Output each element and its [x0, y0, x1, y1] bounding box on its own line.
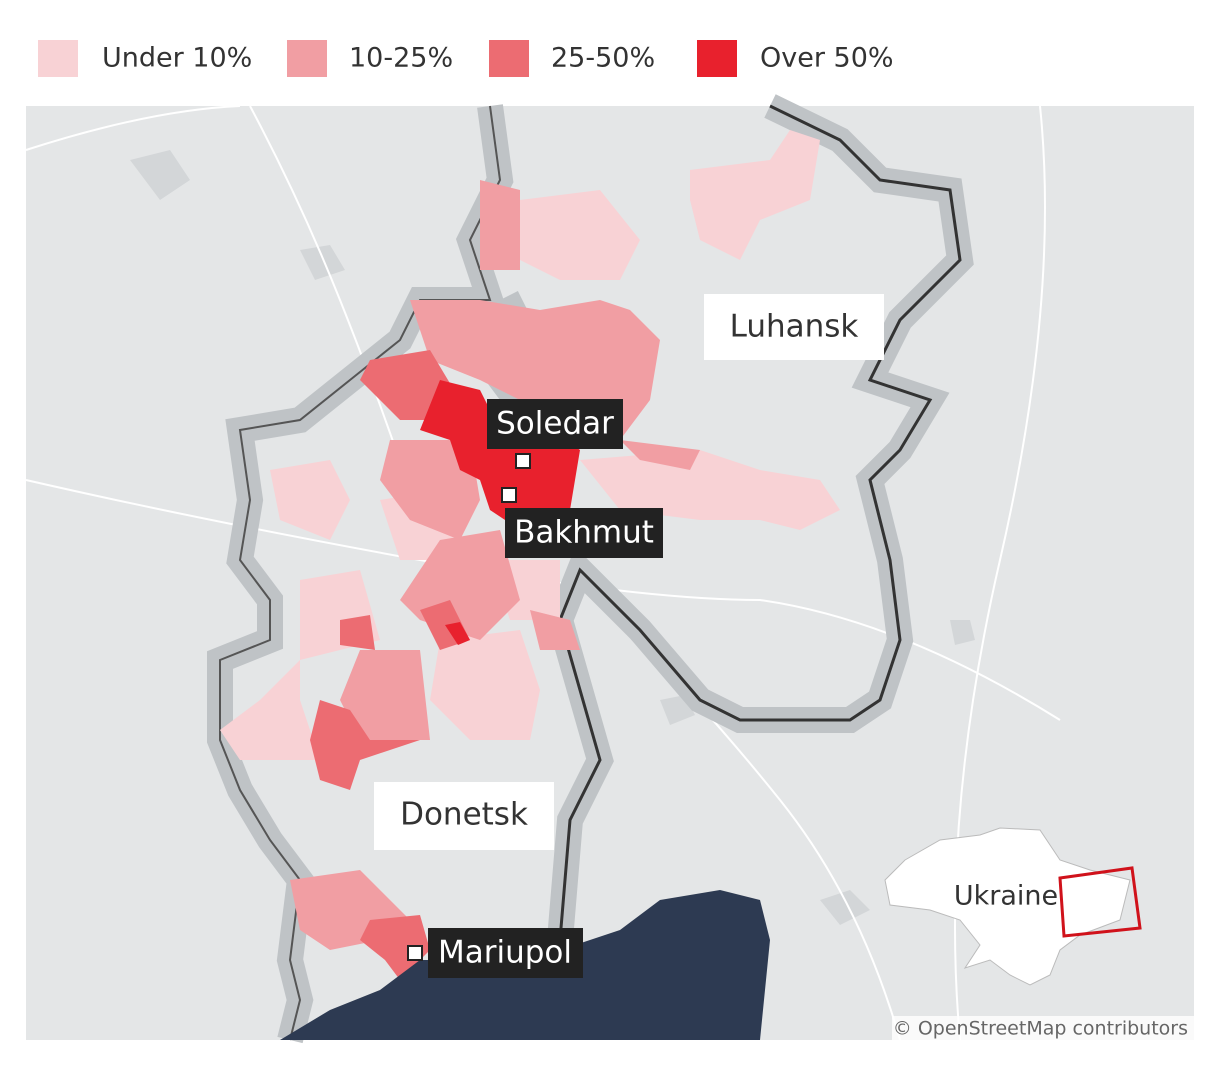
label-box	[704, 294, 884, 360]
legend-label: Over 50%	[760, 43, 894, 74]
label-box	[505, 508, 663, 558]
legend-swatch	[287, 40, 327, 77]
inset-country	[884, 827, 1131, 986]
city-marker	[407, 945, 423, 961]
district	[290, 180, 700, 950]
attribution: © OpenStreetMap contributors	[893, 1018, 1188, 1040]
city-label: Soledar	[496, 406, 614, 442]
region-label: Luhansk	[730, 309, 859, 345]
label-box	[487, 399, 623, 449]
city-label: Mariupol	[438, 935, 572, 971]
inset-label: Ukraine	[954, 881, 1058, 912]
legend-swatch	[697, 40, 737, 77]
legend: Under 10% 10-25% 25-50% Over 50%	[38, 40, 894, 77]
attribution-bg	[892, 1016, 1194, 1040]
district	[220, 130, 840, 760]
label-box	[428, 928, 583, 978]
city-label: Bakhmut	[514, 515, 654, 551]
city-marker	[501, 487, 517, 503]
inset-extent	[1058, 866, 1142, 938]
region-label: Donetsk	[400, 797, 528, 833]
label-box	[374, 782, 554, 850]
map: Luhansk Donetsk Soledar Bakhmut Mariupol…	[25, 94, 1194, 1044]
legend-label: 25-50%	[551, 43, 655, 74]
legend-swatch	[489, 40, 529, 77]
legend-label: 10-25%	[349, 43, 453, 74]
legend-swatch	[38, 40, 78, 77]
legend-label: Under 10%	[102, 43, 252, 74]
city-marker	[515, 453, 531, 469]
